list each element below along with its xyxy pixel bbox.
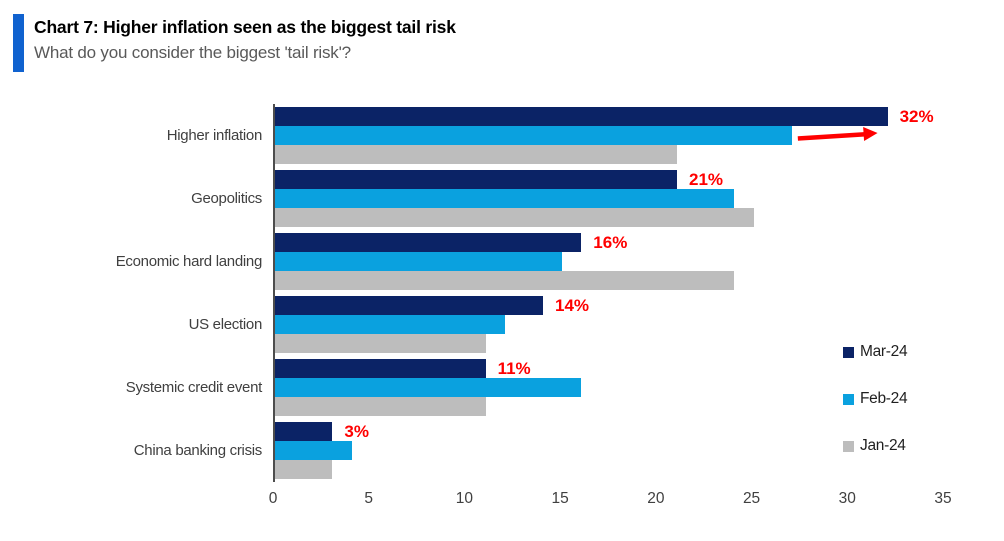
bar-jan-24: [275, 271, 735, 290]
chart-header: Chart 7: Higher inflation seen as the bi…: [13, 14, 456, 72]
plot-area: 32% 21% 16% 14% 11% 3%: [273, 104, 945, 482]
legend-label: Feb-24: [860, 390, 908, 407]
bar-jan-24: [275, 397, 486, 416]
category-label: US election: [188, 316, 263, 333]
x-tick-label: 10: [455, 490, 474, 507]
legend-swatch: [843, 440, 854, 452]
bar-feb-24: [275, 252, 563, 271]
data-label: 11%: [497, 359, 531, 378]
chart-subtitle: What do you consider the biggest 'tail r…: [34, 43, 351, 63]
category-label: Higher inflation: [166, 127, 263, 144]
header-text: Chart 7: Higher inflation seen as the bi…: [34, 14, 456, 72]
bar-feb-24: [275, 189, 735, 208]
category-label: China banking crisis: [133, 442, 263, 459]
bar-mar-24: [275, 359, 486, 378]
chart-title: Chart 7: Higher inflation seen as the bi…: [34, 17, 456, 37]
bar-jan-24: [275, 334, 486, 353]
legend-item-mar-24: Mar-24: [843, 343, 908, 360]
bar-feb-24: [275, 126, 792, 145]
legend-item-jan-24: Jan-24: [843, 437, 907, 454]
x-tick-label: 30: [838, 490, 856, 507]
data-label: 16%: [593, 233, 628, 252]
data-label: 14%: [555, 296, 590, 315]
x-tick-label: 35: [934, 490, 952, 507]
legend-item-feb-24: Feb-24: [843, 390, 908, 407]
bar-jan-24: [275, 460, 333, 479]
title-accent-bar: [13, 14, 24, 72]
bar-mar-24: [275, 170, 677, 189]
bar-feb-24: [275, 315, 505, 334]
category-label: Geopolitics: [191, 190, 262, 207]
x-tick-label: 25: [742, 490, 761, 507]
legend-swatch: [843, 393, 854, 405]
legend-label: Mar-24: [860, 343, 908, 360]
category-label: Systemic credit event: [125, 379, 263, 396]
x-tick-label: 20: [647, 490, 665, 507]
x-axis: 0 5 10 15 20 25 30 35: [269, 490, 952, 512]
x-tick-label: 0: [268, 490, 278, 507]
data-label: 3%: [344, 422, 369, 441]
legend-swatch: [843, 346, 854, 358]
bar-feb-24: [275, 441, 352, 460]
x-tick-label: 5: [364, 490, 374, 507]
bar-mar-24: [275, 233, 582, 252]
category-label: Economic hard landing: [115, 253, 263, 270]
bar-mar-24: [275, 107, 888, 126]
legend-label: Jan-24: [860, 437, 906, 454]
bar-jan-24: [275, 208, 754, 227]
bar-mar-24: [275, 296, 543, 315]
bar-feb-24: [275, 378, 582, 397]
data-label: 32%: [899, 107, 934, 126]
category-axis: Higher inflation Geopolitics Economic hard…: [0, 104, 263, 482]
bar-jan-24: [275, 145, 677, 164]
bar-mar-24: [275, 422, 333, 441]
x-tick-label: 15: [551, 490, 569, 507]
legend: Mar-24 Feb-24 Jan-24: [843, 343, 908, 485]
data-label: 21%: [689, 170, 724, 189]
